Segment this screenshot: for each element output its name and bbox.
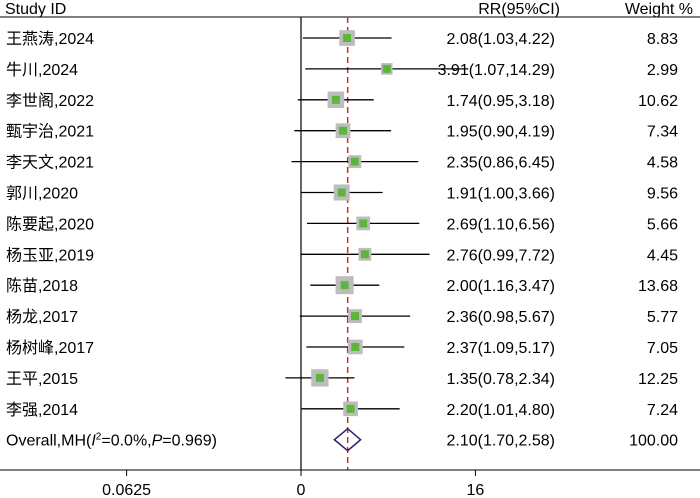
weight-value: 5.77 <box>647 309 678 326</box>
study-label: 李强,2014 <box>6 401 78 419</box>
rr-ci-value: 2.69(1.10,6.56) <box>446 216 555 233</box>
study-label: 牛川,2024 <box>6 61 78 79</box>
point-estimate-marker <box>350 157 359 166</box>
study-label: 李天文,2021 <box>6 154 94 172</box>
point-estimate-marker <box>351 312 360 321</box>
point-estimate-marker <box>331 95 340 104</box>
point-estimate-marker <box>315 373 324 382</box>
weight-value: 2.99 <box>647 62 678 79</box>
rr-ci-value: 1.95(0.90,4.19) <box>446 124 555 141</box>
rr-ci-header: RR(95%CI) <box>478 1 560 18</box>
study-id-header: Study ID <box>5 1 66 18</box>
point-estimate-marker <box>351 343 360 351</box>
study-label: 王平,2015 <box>6 371 78 388</box>
point-estimate-marker <box>339 126 348 135</box>
overall-diamond <box>333 427 362 452</box>
rr-ci-value: 2.20(1.01,4.80) <box>446 402 555 419</box>
point-estimate-marker <box>360 250 369 259</box>
study-label: 李世阁,2022 <box>6 92 94 110</box>
weight-value: 5.66 <box>647 216 678 233</box>
weight-value: 4.58 <box>647 155 678 172</box>
point-estimate-marker <box>337 188 346 197</box>
study-label: 杨龙,2017 <box>6 308 78 326</box>
point-estimate-marker <box>343 34 352 42</box>
overall-rr-ci: 2.10(1.70,2.58) <box>446 433 555 450</box>
rr-ci-value: 1.74(0.95,3.18) <box>446 93 555 110</box>
rr-ci-value: 2.08(1.03,4.22) <box>446 31 555 48</box>
weight-value: 8.83 <box>647 31 678 48</box>
point-estimate-marker <box>346 404 355 413</box>
study-label: 陈苗,2018 <box>6 277 78 295</box>
weight-header: Weight % <box>625 1 693 18</box>
rr-ci-value: 3.91(1.07,14.29) <box>438 62 555 79</box>
weight-value: 7.34 <box>647 124 678 141</box>
x-tick-label: 0 <box>297 482 306 498</box>
rr-ci-value: 2.35(0.86,6.45) <box>446 155 555 172</box>
weight-value: 7.24 <box>647 402 678 419</box>
rr-ci-value: 2.37(1.09,5.17) <box>446 340 555 357</box>
weight-value: 4.45 <box>647 247 678 264</box>
study-label: 陈要起,2020 <box>6 215 94 233</box>
x-tick-label: 16 <box>467 482 485 498</box>
weight-value: 12.25 <box>638 371 678 388</box>
rr-ci-value: 2.36(0.98,5.67) <box>446 309 555 326</box>
x-tick-label: 0.0625 <box>102 482 151 498</box>
study-label: 杨树峰,2017 <box>6 339 94 357</box>
study-label: 甄宇治,2021 <box>6 123 94 141</box>
overall-weight: 100.00 <box>629 433 678 450</box>
weight-value: 9.56 <box>647 186 678 203</box>
point-estimate-marker <box>340 281 349 290</box>
study-label: 王燕涛,2024 <box>6 30 94 48</box>
weight-value: 13.68 <box>638 278 678 295</box>
point-estimate-marker <box>359 219 368 228</box>
study-label: 郭川,2020 <box>6 185 78 203</box>
weight-value: 10.62 <box>638 93 678 110</box>
rr-ci-value: 2.00(1.16,3.47) <box>446 278 555 295</box>
rr-ci-value: 1.35(0.78,2.34) <box>446 371 555 388</box>
point-estimate-marker <box>382 64 391 73</box>
study-label: 杨玉亚,2019 <box>6 246 94 264</box>
rr-ci-value: 2.76(0.99,7.72) <box>446 247 555 264</box>
overall-label: Overall,MH(I2=0.0%,P=0.969) <box>6 432 217 450</box>
rr-ci-value: 1.91(1.00,3.66) <box>446 186 555 203</box>
weight-value: 7.05 <box>647 340 678 357</box>
